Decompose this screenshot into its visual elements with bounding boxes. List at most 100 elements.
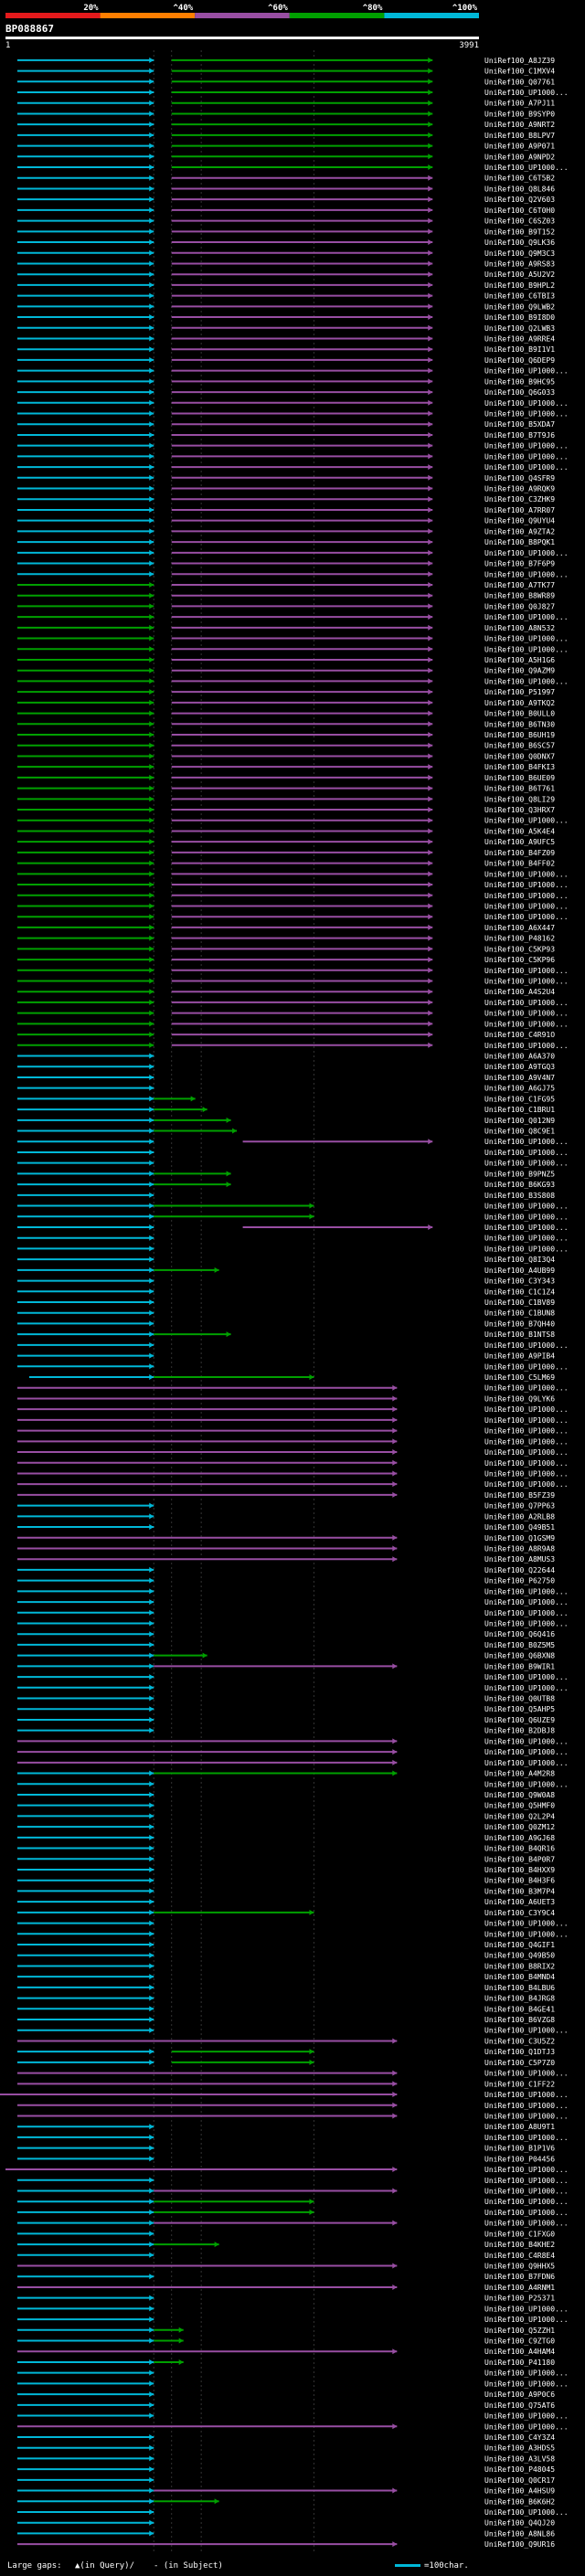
- hit-label[interactable]: UniRef100_B1NTS8: [484, 1330, 555, 1339]
- hit-label[interactable]: UniRef100_A4HAM4: [484, 2348, 555, 2356]
- hit-label[interactable]: UniRef100_B8RIX2: [484, 1962, 555, 1970]
- hit-label[interactable]: UniRef100_B4LBU6: [484, 1984, 555, 1992]
- hit-label[interactable]: UniRef100_Q8I3Q4: [484, 1256, 555, 1264]
- hit-label[interactable]: UniRef100_A7PJ11: [484, 100, 555, 108]
- hit-label[interactable]: UniRef100_UP1000...: [484, 89, 569, 97]
- hit-label[interactable]: UniRef100_UP1000...: [484, 1920, 569, 1928]
- hit-label[interactable]: UniRef100_Q1DTJ3: [484, 2048, 555, 2056]
- hit-label[interactable]: UniRef100_UP1000...: [484, 442, 569, 451]
- hit-label[interactable]: UniRef100_C3U5Z2: [484, 2037, 555, 2045]
- hit-label[interactable]: UniRef100_B5XDA7: [484, 420, 555, 429]
- hit-label[interactable]: UniRef100_B4GE41: [484, 2005, 555, 2013]
- hit-label[interactable]: UniRef100_UP1000...: [484, 1620, 569, 1628]
- hit-label[interactable]: UniRef100_B4JRG8: [484, 1995, 555, 2003]
- hit-label[interactable]: UniRef100_UP1000...: [484, 1010, 569, 1018]
- hit-label[interactable]: UniRef100_UP1000...: [484, 870, 569, 878]
- hit-label[interactable]: UniRef100_UP1000...: [484, 2412, 569, 2421]
- hit-label[interactable]: UniRef100_Q9HHX5: [484, 2263, 555, 2271]
- hit-label[interactable]: UniRef100_B8LPV7: [484, 132, 555, 140]
- hit-label[interactable]: UniRef100_B7F6P9: [484, 560, 555, 568]
- hit-label[interactable]: UniRef100_C4Y3Z4: [484, 2433, 555, 2442]
- hit-label[interactable]: UniRef100_Q0CR17: [484, 2476, 555, 2485]
- hit-label[interactable]: UniRef100_UP1000...: [484, 645, 569, 653]
- hit-label[interactable]: UniRef100_Q9LK36: [484, 239, 555, 247]
- hit-label[interactable]: UniRef100_B6T761: [484, 785, 555, 793]
- hit-label[interactable]: UniRef100_C1C1Z4: [484, 1288, 555, 1296]
- hit-label[interactable]: UniRef100_A9NPD2: [484, 153, 555, 161]
- hit-label[interactable]: UniRef100_UP1000...: [484, 2091, 569, 2099]
- hit-label[interactable]: UniRef100_A6A370: [484, 1053, 555, 1061]
- hit-label[interactable]: UniRef100_C1FF22: [484, 2080, 555, 2088]
- hit-label[interactable]: UniRef100_Q9UYU4: [484, 517, 555, 525]
- hit-label[interactable]: UniRef100_UP1000...: [484, 913, 569, 921]
- hit-label[interactable]: UniRef100_UP1000...: [484, 817, 569, 825]
- hit-label[interactable]: UniRef100_C4R8E4: [484, 2252, 555, 2260]
- hit-label[interactable]: UniRef100_Q75AT6: [484, 2401, 555, 2410]
- hit-label[interactable]: UniRef100_UP1000...: [484, 2187, 569, 2195]
- hit-label[interactable]: UniRef100_B3M7P4: [484, 1887, 555, 1895]
- hit-label[interactable]: UniRef100_UP1000...: [484, 2508, 569, 2517]
- hit-label[interactable]: UniRef100_Q9AZM9: [484, 667, 555, 675]
- hit-label[interactable]: UniRef100_C1BRU1: [484, 1106, 555, 1114]
- hit-label[interactable]: UniRef100_C1FXG0: [484, 2230, 555, 2238]
- hit-label[interactable]: UniRef100_A7RR07: [484, 506, 555, 514]
- hit-label[interactable]: UniRef100_UP1000...: [484, 999, 569, 1007]
- hit-label[interactable]: UniRef100_UP1000...: [484, 410, 569, 419]
- hit-label[interactable]: UniRef100_UP1000...: [484, 1930, 569, 1938]
- hit-label[interactable]: UniRef100_B6KG93: [484, 1181, 555, 1189]
- hit-label[interactable]: UniRef100_UP1000...: [484, 2070, 569, 2078]
- hit-label[interactable]: UniRef100_A7TK77: [484, 581, 555, 589]
- hit-label[interactable]: UniRef100_Q2LWB3: [484, 324, 555, 333]
- hit-label[interactable]: UniRef100_Q6G033: [484, 388, 555, 397]
- hit-label[interactable]: UniRef100_UP1000...: [484, 2316, 569, 2324]
- hit-label[interactable]: UniRef100_UP1000...: [484, 1203, 569, 1211]
- hit-label[interactable]: UniRef100_A8JZ39: [484, 57, 555, 65]
- hit-label[interactable]: UniRef100_UP1000...: [484, 2166, 569, 2174]
- hit-label[interactable]: UniRef100_C6SZ03: [484, 217, 555, 226]
- hit-label[interactable]: UniRef100_UP1000...: [484, 2177, 569, 2185]
- hit-label[interactable]: UniRef100_A6UET3: [484, 1898, 555, 1906]
- hit-label[interactable]: UniRef100_UP1000...: [484, 1416, 569, 1425]
- hit-label[interactable]: UniRef100_A9P071: [484, 143, 555, 151]
- hit-label[interactable]: UniRef100_UP1000...: [484, 1587, 569, 1595]
- hit-label[interactable]: UniRef100_Q2V603: [484, 196, 555, 204]
- hit-label[interactable]: UniRef100_C3Y9C4: [484, 1909, 555, 1917]
- hit-label[interactable]: UniRef100_P62750: [484, 1577, 555, 1585]
- hit-label[interactable]: UniRef100_Q1GSM9: [484, 1534, 555, 1542]
- hit-label[interactable]: UniRef100_B6TN30: [484, 720, 555, 728]
- hit-label[interactable]: UniRef100_A9GJ68: [484, 1834, 555, 1842]
- hit-label[interactable]: UniRef100_P41180: [484, 2359, 555, 2367]
- hit-label[interactable]: UniRef100_UP1000...: [484, 1213, 569, 1221]
- hit-label[interactable]: UniRef100_A9RS83: [484, 260, 555, 268]
- hit-label[interactable]: UniRef100_B4HXX9: [484, 1866, 555, 1874]
- hit-label[interactable]: UniRef100_UP1000...: [484, 1160, 569, 1168]
- hit-label[interactable]: UniRef100_UP1000...: [484, 549, 569, 557]
- hit-label[interactable]: UniRef100_A9PIB4: [484, 1352, 555, 1361]
- hit-label[interactable]: UniRef100_UP1000...: [484, 1427, 569, 1436]
- hit-label[interactable]: UniRef100_A9NRT2: [484, 121, 555, 129]
- hit-label[interactable]: UniRef100_C3Y343: [484, 1277, 555, 1286]
- hit-label[interactable]: UniRef100_A4S2U4: [484, 988, 555, 996]
- hit-label[interactable]: UniRef100_UP1000...: [484, 452, 569, 461]
- hit-label[interactable]: UniRef100_C5KP93: [484, 945, 555, 953]
- hit-label[interactable]: UniRef100_UP1000...: [484, 1405, 569, 1414]
- hit-label[interactable]: UniRef100_B9WIR1: [484, 1662, 555, 1670]
- hit-label[interactable]: UniRef100_Q4SFR9: [484, 474, 555, 482]
- hit-label[interactable]: UniRef100_B7QH40: [484, 1320, 555, 1328]
- hit-label[interactable]: UniRef100_UP1000...: [484, 1020, 569, 1028]
- hit-label[interactable]: UniRef100_B6VZG8: [484, 2016, 555, 2024]
- hit-label[interactable]: UniRef100_UP1000...: [484, 1480, 569, 1489]
- hit-label[interactable]: UniRef100_Q9M3C3: [484, 249, 555, 258]
- hit-label[interactable]: UniRef100_UP1000...: [484, 613, 569, 621]
- hit-label[interactable]: UniRef100_P51997: [484, 688, 555, 696]
- hit-label[interactable]: UniRef100_Q49B50: [484, 1952, 555, 1960]
- hit-label[interactable]: UniRef100_UP1000...: [484, 2112, 569, 2120]
- hit-label[interactable]: UniRef100_B9HPL2: [484, 281, 555, 290]
- hit-label[interactable]: UniRef100_Q7PP63: [484, 1502, 555, 1511]
- hit-label[interactable]: UniRef100_A9ZTA2: [484, 527, 555, 535]
- hit-label[interactable]: UniRef100_UP1000...: [484, 1341, 569, 1350]
- hit-label[interactable]: UniRef100_P48045: [484, 2465, 555, 2474]
- hit-label[interactable]: UniRef100_B8WR89: [484, 592, 555, 600]
- hit-label[interactable]: UniRef100_Q0J827: [484, 602, 555, 610]
- hit-label[interactable]: UniRef100_UP1000...: [484, 677, 569, 685]
